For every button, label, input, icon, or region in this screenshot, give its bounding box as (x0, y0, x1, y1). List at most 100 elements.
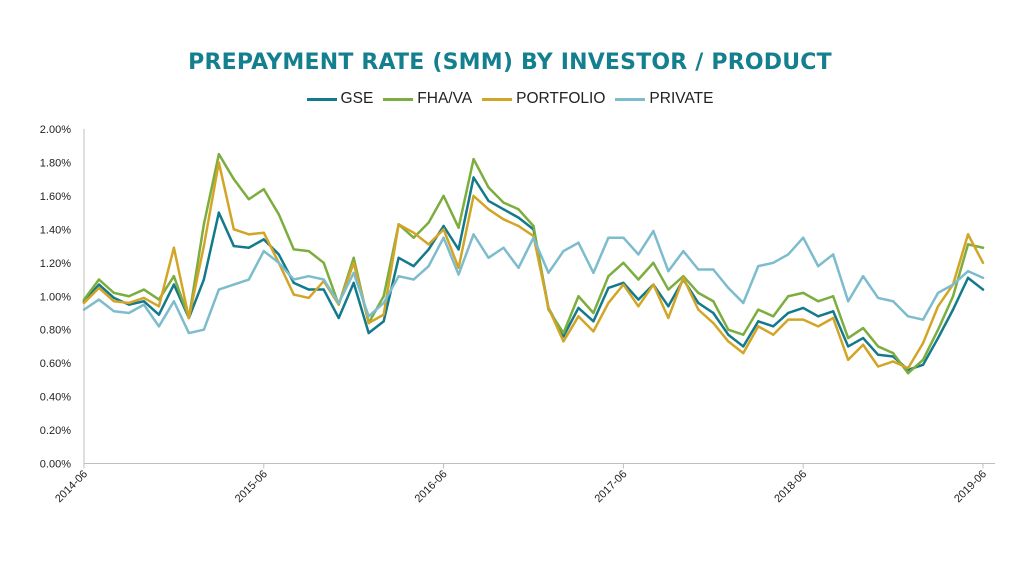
data-point-gse (382, 320, 385, 323)
data-point-fha-va (846, 336, 850, 340)
data-point-fha-va (412, 236, 415, 239)
data-point-portfolio (562, 340, 565, 343)
data-point-private (367, 315, 370, 318)
data-point-private (127, 311, 131, 315)
data-point-gse (981, 288, 985, 291)
data-point-gse (412, 264, 415, 268)
data-point-portfolio (876, 365, 880, 368)
data-point-gse (277, 253, 280, 256)
data-point-gse (232, 244, 236, 248)
y-tick-label: 0.00% (40, 459, 71, 471)
data-point-portfolio (966, 233, 970, 236)
data-point-portfolio (861, 343, 865, 346)
data-point-fha-va (307, 249, 310, 253)
data-point-private (442, 236, 445, 239)
data-point-portfolio (97, 286, 101, 290)
legend-label: GSE (340, 90, 374, 107)
data-point-gse (97, 283, 101, 286)
data-point-fha-va (82, 298, 86, 301)
y-tick-label: 1.20% (40, 258, 71, 270)
data-point-private (187, 331, 191, 335)
data-point-private (262, 249, 265, 253)
data-point-gse (772, 325, 775, 328)
data-point-private (502, 246, 505, 249)
data-point-gse (577, 306, 580, 310)
data-point-gse (816, 315, 820, 318)
data-point-fha-va (637, 278, 640, 281)
data-point-portfolio (936, 305, 940, 308)
data-point-fha-va (951, 295, 955, 298)
y-tick-label: 0.40% (40, 392, 71, 404)
data-point-fha-va (787, 295, 790, 298)
legend-label: PRIVATE (649, 90, 714, 107)
data-point-fha-va (172, 274, 176, 278)
data-point-portfolio (652, 283, 655, 286)
data-point-portfolio (727, 340, 730, 343)
data-point-fha-va (262, 188, 265, 191)
data-point-private (831, 253, 835, 256)
chart-title: PREPAYMENT RATE (SMM) BY INVESTOR / PROD… (188, 50, 832, 75)
data-point-private (232, 283, 236, 286)
data-point-portfolio (667, 316, 670, 320)
data-point-fha-va (202, 223, 206, 226)
data-point-fha-va (517, 208, 520, 211)
data-point-gse (712, 311, 715, 315)
data-point-gse (172, 283, 176, 286)
data-point-private (397, 274, 400, 278)
x-tick-label: 2015-06 (233, 468, 270, 505)
data-point-gse (562, 335, 565, 338)
data-point-private (352, 271, 355, 275)
y-tick-label: 1.60% (40, 191, 71, 203)
data-point-private (337, 301, 340, 305)
data-point-portfolio (816, 325, 820, 328)
data-point-portfolio (577, 315, 580, 318)
data-point-gse (157, 313, 161, 316)
data-point-portfolio (517, 224, 520, 228)
data-point-gse (951, 308, 955, 311)
data-point-fha-va (127, 295, 131, 298)
data-point-private (787, 253, 790, 256)
data-point-private (247, 278, 251, 281)
data-point-fha-va (502, 201, 505, 204)
data-point-private (891, 300, 895, 303)
data-point-gse (861, 336, 865, 340)
data-point-private (592, 271, 595, 275)
data-point-gse (142, 300, 146, 303)
data-point-private (697, 268, 700, 271)
data-point-gse (307, 288, 310, 291)
data-point-gse (217, 211, 221, 214)
data-point-portfolio (412, 231, 415, 234)
data-point-portfolio (307, 296, 310, 300)
data-point-fha-va (592, 311, 595, 315)
data-point-portfolio (442, 228, 445, 231)
data-point-gse (262, 238, 265, 241)
data-point-gse (742, 345, 745, 348)
x-tick-label: 2014-06 (53, 468, 90, 505)
data-point-fha-va (382, 295, 385, 298)
series-line-private (82, 229, 985, 335)
data-point-private (921, 318, 925, 321)
data-point-fha-va (427, 221, 430, 224)
data-point-portfolio (352, 261, 355, 264)
data-point-fha-va (607, 274, 610, 278)
x-tick-label: 2017-06 (592, 468, 629, 505)
data-point-gse (876, 353, 880, 356)
data-point-portfolio (487, 208, 490, 211)
data-point-fha-va (292, 248, 295, 251)
data-point-fha-va (277, 213, 280, 216)
data-point-portfolio (802, 318, 805, 321)
data-point-gse (697, 301, 700, 305)
data-point-portfolio (142, 296, 146, 300)
data-point-fha-va (742, 333, 745, 336)
data-point-fha-va (472, 157, 475, 161)
legend-label: PORTFOLIO (516, 90, 606, 107)
data-point-private (876, 296, 880, 300)
data-point-private (861, 274, 865, 278)
data-point-private (712, 268, 715, 271)
data-point-portfolio (457, 266, 460, 270)
legend-swatch (482, 97, 513, 101)
data-point-gse (397, 256, 400, 259)
data-point-private (307, 274, 310, 278)
y-tick-label: 2.00% (40, 124, 71, 136)
data-point-fha-va (247, 198, 251, 201)
